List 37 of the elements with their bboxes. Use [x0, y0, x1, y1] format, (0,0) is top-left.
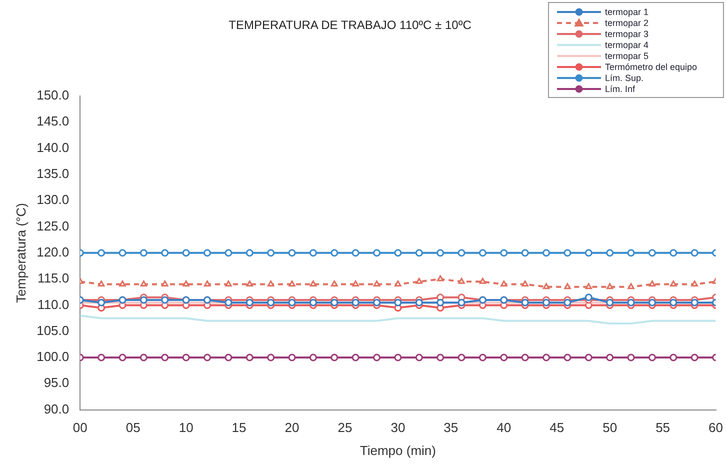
x-tick-label: 40 [496, 420, 512, 436]
x-tick-label: 60 [708, 420, 724, 436]
y-tick-label: 100.0 [36, 349, 70, 364]
x-tick-label: 25 [338, 420, 352, 436]
legend-label: termopar 1 [605, 6, 649, 16]
y-tick-label: 130.0 [36, 192, 70, 208]
y-tick-label: 135.0 [36, 166, 70, 182]
x-tick-label: 15 [232, 420, 246, 436]
x-tick-label: 55 [656, 420, 670, 436]
y-tick-label: 145.0 [36, 114, 70, 129]
x-tick-label: 45 [550, 420, 564, 436]
y-tick-label: 150.0 [36, 88, 70, 103]
legend-label: termopar 4 [605, 40, 649, 50]
y-tick-label: 105.0 [36, 322, 70, 338]
x-tick-label: 05 [126, 420, 140, 436]
legend-label: termopar 5 [605, 50, 649, 60]
legend-label: Lím. Sup. [605, 72, 644, 82]
legend-label: termopar 2 [605, 18, 649, 28]
y-tick-label: 110.0 [38, 296, 70, 312]
x-tick-label: 20 [284, 420, 300, 436]
y-tick-label: 120.0 [36, 244, 70, 260]
x-tick-label: 35 [444, 420, 458, 436]
y-tick-label: 115.0 [38, 270, 70, 286]
y-tick-label: 95.0 [44, 375, 70, 390]
x-tick-label: 10 [178, 420, 194, 436]
legend-label: termopar 3 [605, 28, 649, 38]
chart-title: TEMPERATURA DE TRABAJO 110ºC ± 10ºC [228, 18, 472, 32]
y-axis-title: Temperatura (°C) [13, 202, 28, 303]
y-tick-label: 90.0 [44, 401, 70, 416]
y-tick-label: 125.0 [36, 218, 70, 234]
x-tick-label: 00 [72, 420, 88, 436]
legend-label: Termómetro del equipo [605, 62, 698, 72]
x-tick-label: 50 [602, 420, 618, 436]
x-tick-label: 30 [390, 420, 406, 436]
x-axis-title: Tiempo (min) [360, 442, 436, 458]
y-tick-label: 140.0 [36, 140, 70, 155]
legend-label: Lím. Inf [605, 84, 636, 94]
